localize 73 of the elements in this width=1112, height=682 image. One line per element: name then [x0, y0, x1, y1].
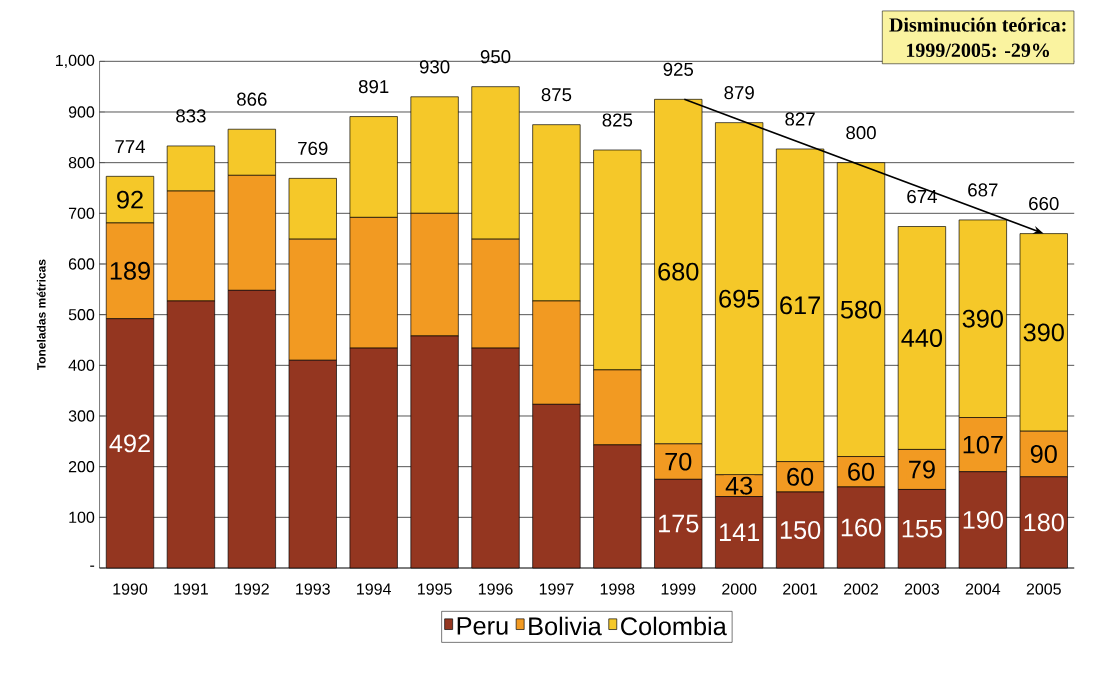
y-tick-label: 1,000 [56, 54, 95, 68]
x-tick-label: 1992 [235, 583, 269, 595]
total-label: 827 [785, 112, 815, 126]
total-label: 825 [602, 113, 633, 127]
x-tick-label: 2003 [904, 583, 940, 595]
y-tick-label: 400 [68, 359, 95, 371]
total-label: 875 [541, 88, 572, 102]
total-label: 800 [846, 126, 876, 140]
y-axis-title: Toneladas métricas [36, 259, 46, 371]
y-tick-label: 800 [68, 157, 95, 169]
y-tick-label: 500 [68, 309, 95, 321]
data-label: 60 [848, 462, 875, 481]
total-label: 950 [480, 50, 511, 64]
data-label: 160 [841, 518, 882, 537]
data-label: 155 [902, 519, 942, 538]
legend-label: Peru [457, 617, 508, 635]
y-tick-label: 600 [68, 258, 95, 270]
total-label: 879 [724, 86, 754, 100]
x-tick-label: 2000 [722, 583, 757, 595]
data-label: 175 [659, 514, 699, 533]
legend-label: Colombia [621, 616, 727, 636]
x-tick-label: 2004 [965, 583, 1001, 595]
data-label: 107 [963, 435, 1003, 454]
x-tick-label: 1994 [357, 583, 391, 595]
data-label: 617 [780, 296, 820, 315]
x-tick-label: 1991 [174, 583, 208, 595]
total-label: 925 [663, 62, 694, 76]
total-label: 774 [115, 140, 146, 153]
data-label: 90 [1030, 445, 1057, 463]
data-label: 150 [780, 521, 821, 539]
total-label: 687 [968, 183, 998, 197]
x-tick-label: 1995 [418, 583, 452, 595]
total-label: 930 [419, 60, 450, 74]
data-label: 141 [719, 523, 760, 541]
y-tick-label: 100 [69, 511, 95, 523]
x-tick-label: 1996 [478, 583, 513, 595]
data-label: 390 [962, 309, 1003, 328]
data-label: 92 [117, 190, 143, 209]
x-tick-label: 1993 [296, 583, 330, 595]
data-label: 79 [909, 460, 935, 479]
total-label: 866 [237, 92, 267, 106]
data-label: 440 [901, 329, 943, 347]
data-label: 43 [725, 476, 753, 495]
x-tick-label: 1990 [113, 583, 148, 595]
data-label: 60 [787, 467, 814, 486]
legend-label: Bolivia [529, 616, 602, 636]
x-tick-label: 2001 [783, 583, 818, 595]
y-tick-label: 900 [68, 106, 95, 118]
y-tick-label: 200 [68, 461, 95, 473]
total-label: 660 [1029, 196, 1059, 211]
data-label: 189 [110, 261, 150, 280]
y-tick-label: 300 [68, 410, 95, 422]
data-label: 695 [719, 289, 760, 308]
x-tick-label: 1997 [539, 583, 574, 595]
text: 1999/2005: -29% [906, 43, 1050, 58]
total-label: 833 [176, 109, 206, 123]
y-tick-label: - [90, 565, 95, 567]
total-label: 769 [298, 141, 328, 155]
data-label: 680 [658, 262, 699, 281]
data-label: 180 [1024, 513, 1064, 532]
x-tick-label: 1998 [600, 583, 635, 595]
total-label: 891 [358, 79, 389, 94]
y-tick-label: 700 [68, 207, 95, 219]
data-label: 70 [665, 452, 692, 471]
x-tick-label: 2002 [844, 583, 878, 595]
data-label: 190 [963, 510, 1003, 529]
x-tick-label: 2005 [1026, 583, 1061, 595]
text: Disminución teórica: [889, 17, 1066, 32]
data-label: 580 [840, 300, 882, 319]
x-tick-label: 1999 [661, 583, 696, 595]
data-label: 492 [109, 434, 150, 453]
data-label: 390 [1023, 323, 1064, 342]
total-label: 674 [907, 189, 937, 204]
